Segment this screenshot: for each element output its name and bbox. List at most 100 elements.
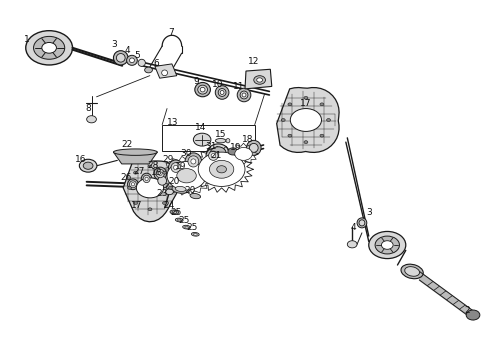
Ellipse shape [116, 54, 125, 62]
Circle shape [228, 148, 238, 155]
Circle shape [134, 202, 138, 204]
Ellipse shape [195, 82, 210, 97]
Circle shape [466, 310, 480, 320]
Ellipse shape [170, 210, 179, 214]
Circle shape [198, 152, 245, 186]
Text: 15: 15 [215, 130, 226, 139]
Circle shape [320, 103, 324, 106]
Polygon shape [114, 152, 157, 164]
Circle shape [217, 166, 226, 173]
Ellipse shape [220, 90, 224, 94]
Ellipse shape [198, 85, 207, 94]
Polygon shape [277, 87, 339, 152]
Ellipse shape [191, 159, 196, 164]
Ellipse shape [127, 179, 138, 190]
Circle shape [127, 186, 131, 189]
Circle shape [209, 160, 234, 178]
Text: 25: 25 [170, 208, 181, 217]
Circle shape [347, 241, 357, 248]
Ellipse shape [401, 264, 423, 279]
Text: 4: 4 [124, 46, 130, 55]
Text: 14: 14 [195, 123, 206, 132]
Text: 24: 24 [164, 201, 175, 210]
Circle shape [33, 36, 65, 59]
Circle shape [281, 118, 285, 121]
Circle shape [290, 109, 321, 131]
Text: 20: 20 [185, 185, 196, 194]
Circle shape [42, 42, 56, 53]
Circle shape [288, 134, 292, 137]
Circle shape [235, 148, 252, 160]
Text: 6: 6 [153, 59, 159, 68]
Circle shape [26, 31, 73, 65]
Text: 29: 29 [162, 155, 174, 164]
Ellipse shape [158, 172, 162, 175]
Ellipse shape [206, 149, 220, 163]
Ellipse shape [242, 93, 246, 97]
Polygon shape [123, 161, 180, 222]
Circle shape [148, 165, 152, 168]
Text: 13: 13 [167, 118, 179, 127]
Ellipse shape [240, 91, 248, 99]
Ellipse shape [215, 86, 229, 99]
Circle shape [288, 103, 292, 106]
Ellipse shape [211, 154, 216, 158]
Ellipse shape [194, 233, 197, 235]
Circle shape [381, 241, 393, 249]
Text: 5: 5 [134, 51, 140, 60]
Ellipse shape [175, 218, 183, 222]
Circle shape [320, 134, 324, 137]
Ellipse shape [145, 177, 148, 181]
Circle shape [79, 159, 97, 172]
Text: 1: 1 [24, 36, 29, 45]
Ellipse shape [359, 220, 365, 226]
Ellipse shape [129, 181, 136, 188]
Circle shape [375, 236, 399, 254]
Ellipse shape [114, 51, 128, 65]
Ellipse shape [169, 160, 183, 175]
Text: 25: 25 [178, 216, 190, 225]
Text: 7: 7 [168, 28, 174, 37]
Ellipse shape [249, 143, 258, 152]
Circle shape [254, 76, 266, 84]
Ellipse shape [141, 173, 152, 185]
Text: 16: 16 [74, 155, 86, 164]
Circle shape [145, 67, 152, 73]
Ellipse shape [129, 58, 134, 63]
Text: 11: 11 [233, 82, 245, 91]
Circle shape [136, 178, 164, 198]
Ellipse shape [226, 139, 230, 143]
Ellipse shape [171, 163, 180, 172]
Circle shape [83, 162, 93, 169]
Text: 4: 4 [351, 222, 356, 231]
Circle shape [194, 133, 211, 146]
Circle shape [87, 116, 97, 123]
Ellipse shape [172, 185, 190, 193]
Ellipse shape [138, 59, 146, 66]
Ellipse shape [158, 176, 167, 185]
Text: 26: 26 [120, 173, 131, 182]
Polygon shape [155, 64, 177, 78]
Ellipse shape [173, 165, 178, 170]
Text: 23: 23 [156, 189, 168, 198]
Ellipse shape [143, 175, 150, 183]
Ellipse shape [209, 151, 218, 160]
Circle shape [177, 168, 196, 183]
Text: 25: 25 [187, 222, 198, 231]
Ellipse shape [185, 153, 202, 170]
Circle shape [167, 161, 206, 190]
Ellipse shape [215, 139, 226, 143]
Circle shape [169, 186, 172, 189]
Ellipse shape [405, 267, 419, 276]
Text: 18: 18 [242, 135, 253, 144]
Circle shape [304, 96, 308, 99]
Ellipse shape [185, 226, 189, 228]
Ellipse shape [154, 167, 167, 180]
Circle shape [369, 231, 406, 258]
Ellipse shape [183, 225, 191, 229]
Text: 30: 30 [180, 149, 191, 158]
Circle shape [134, 171, 138, 174]
Bar [162, 125, 255, 152]
Text: 2: 2 [464, 306, 469, 315]
Text: 19: 19 [175, 162, 186, 171]
